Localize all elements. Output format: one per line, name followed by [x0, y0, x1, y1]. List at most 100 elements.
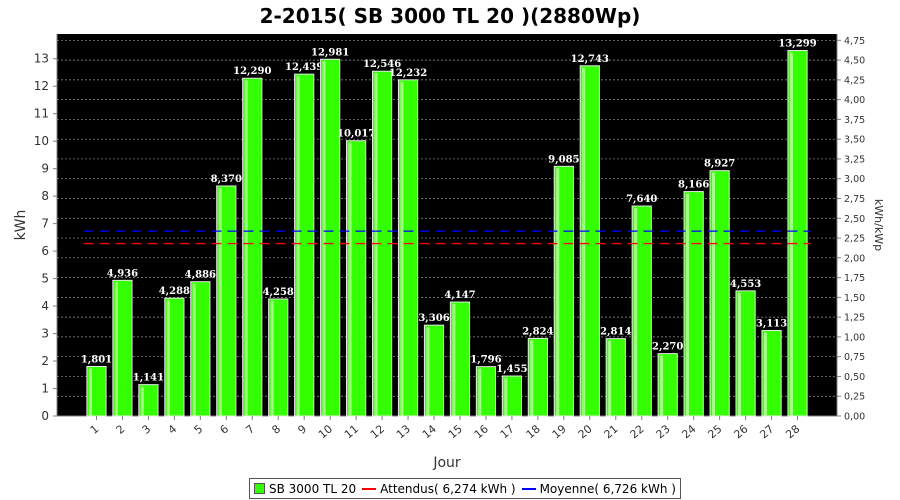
x-tick-label: 3: [140, 422, 154, 436]
x-tick-label: 25: [705, 422, 724, 441]
bar-group: [423, 324, 445, 417]
bar-group: [268, 298, 289, 417]
bar-value-label: 4,288: [159, 286, 190, 297]
x-tick-label: 12: [368, 422, 387, 441]
y2-tick-label: 4,50: [844, 56, 865, 67]
y2-tick-label: 3,50: [844, 135, 865, 146]
y2-tick-label: 2,75: [844, 194, 865, 205]
bar-group: [631, 205, 652, 417]
bar-highlight: [660, 355, 664, 416]
bar-value-label: 9,085: [548, 154, 579, 165]
bar-value-label: 4,258: [263, 287, 294, 298]
bar-value-label: 3,113: [756, 318, 787, 329]
x-tick-label: 14: [420, 422, 439, 441]
bar-highlight: [348, 142, 352, 417]
y-tick-label: 11: [34, 107, 49, 121]
bar-value-label: 4,553: [730, 279, 761, 290]
y2-tick-label: 2,00: [844, 253, 865, 264]
plot-area: [57, 34, 837, 416]
bar-highlight: [530, 340, 534, 416]
bar-highlight: [504, 378, 508, 416]
bar-value-label: 12,743: [571, 54, 609, 65]
bar-group: [294, 73, 315, 417]
x-tick-label: 7: [243, 422, 257, 436]
x-tick-label: 18: [524, 422, 543, 441]
x-tick-label: 28: [783, 422, 802, 441]
y2-axis-title: kWh/kWp: [872, 199, 885, 251]
legend-label-average: Moyenne( 6,726 kWh ): [539, 481, 676, 496]
x-tick-label: 9: [295, 422, 309, 436]
bar-highlight: [270, 300, 274, 416]
legend-label-expected: Attendus( 6,274 kWh ): [380, 481, 516, 496]
bar-group: [138, 384, 159, 417]
x-axis-title: Jour: [432, 455, 461, 471]
x-tick-label: 26: [731, 422, 750, 441]
bar-highlight: [322, 61, 326, 416]
x-tick-label: 24: [680, 422, 699, 441]
y2-tick-label: 1,50: [844, 293, 865, 304]
bar-highlight: [166, 300, 170, 416]
bar-group: [501, 375, 523, 417]
legend-label-production: SB 3000 TL 20: [269, 481, 357, 496]
y2-tick-label: 3,00: [844, 174, 865, 185]
bar-highlight: [400, 81, 404, 416]
bar-value-label: 7,640: [626, 194, 657, 205]
bar-highlight: [582, 67, 586, 416]
bar-group: [605, 338, 626, 417]
y-tick-label: 9: [41, 162, 49, 176]
bar-value-label: 8,927: [704, 159, 735, 170]
bar-value-label: 10,017: [337, 129, 375, 140]
y2-tick-label: 0,00: [844, 412, 865, 423]
bar-highlight: [88, 368, 92, 416]
x-tick-label: 6: [218, 422, 232, 436]
bar-highlight: [452, 304, 456, 416]
bar-highlight: [140, 386, 144, 416]
bar-value-label: 3,306: [418, 313, 449, 324]
bar-value-label: 4,147: [444, 290, 475, 301]
x-tick-label: 5: [192, 422, 206, 436]
legend-swatch-bar: [254, 483, 265, 494]
x-tick-label: 11: [342, 422, 361, 441]
bar-highlight: [556, 168, 560, 416]
y-tick-label: 10: [34, 134, 49, 148]
bar-group: [164, 297, 185, 417]
bar-group: [216, 185, 237, 417]
bar-group: [683, 191, 704, 417]
y2-tick-label: 2,50: [844, 214, 865, 225]
y-tick-label: 13: [34, 52, 49, 66]
y2-tick-label: 1,00: [844, 332, 865, 343]
y2-tick-label: 0,25: [844, 392, 865, 403]
y2-tick-label: 4,25: [844, 75, 865, 86]
y-tick-label: 8: [41, 189, 49, 203]
y2-tick-label: 0,50: [844, 372, 865, 383]
x-tick-label: 23: [654, 422, 673, 441]
x-tick-label: 2: [114, 422, 128, 436]
y-tick-label: 3: [41, 327, 49, 341]
x-tick-label: 20: [576, 422, 595, 441]
y-tick-label: 6: [41, 244, 49, 258]
y2-tick-label: 3,25: [844, 154, 865, 165]
y-tick-label: 1: [41, 382, 49, 396]
x-tick-label: 16: [472, 422, 491, 441]
legend-item-average: Moyenne( 6,726 kWh ): [521, 481, 676, 496]
bar-group: [761, 329, 782, 417]
bar-value-label: 12,981: [311, 47, 349, 58]
bar-group: [112, 279, 133, 417]
bar-highlight: [763, 332, 767, 416]
bar-group: [553, 165, 574, 417]
y2-tick-label: 1,75: [844, 273, 865, 284]
bar-group: [86, 366, 107, 417]
chart-title: 2-2015( SB 3000 TL 20 )(2880Wp): [259, 4, 641, 28]
chart-legend: SB 3000 TL 20 Attendus( 6,274 kWh ) Moye…: [249, 478, 681, 499]
y2-tick-label: 4,75: [844, 36, 865, 47]
bar-group: [579, 65, 600, 417]
bar-value-label: 4,886: [185, 270, 216, 281]
bar-value-label: 12,546: [363, 59, 401, 70]
x-tick-label: 15: [446, 422, 465, 441]
bar-highlight: [789, 52, 793, 416]
bar-value-label: 2,824: [522, 326, 553, 337]
x-tick-label: 22: [628, 422, 647, 441]
y-axis-title: kWh: [13, 210, 29, 241]
bar-value-label: 12,290: [233, 66, 271, 77]
bar-group: [190, 281, 211, 417]
